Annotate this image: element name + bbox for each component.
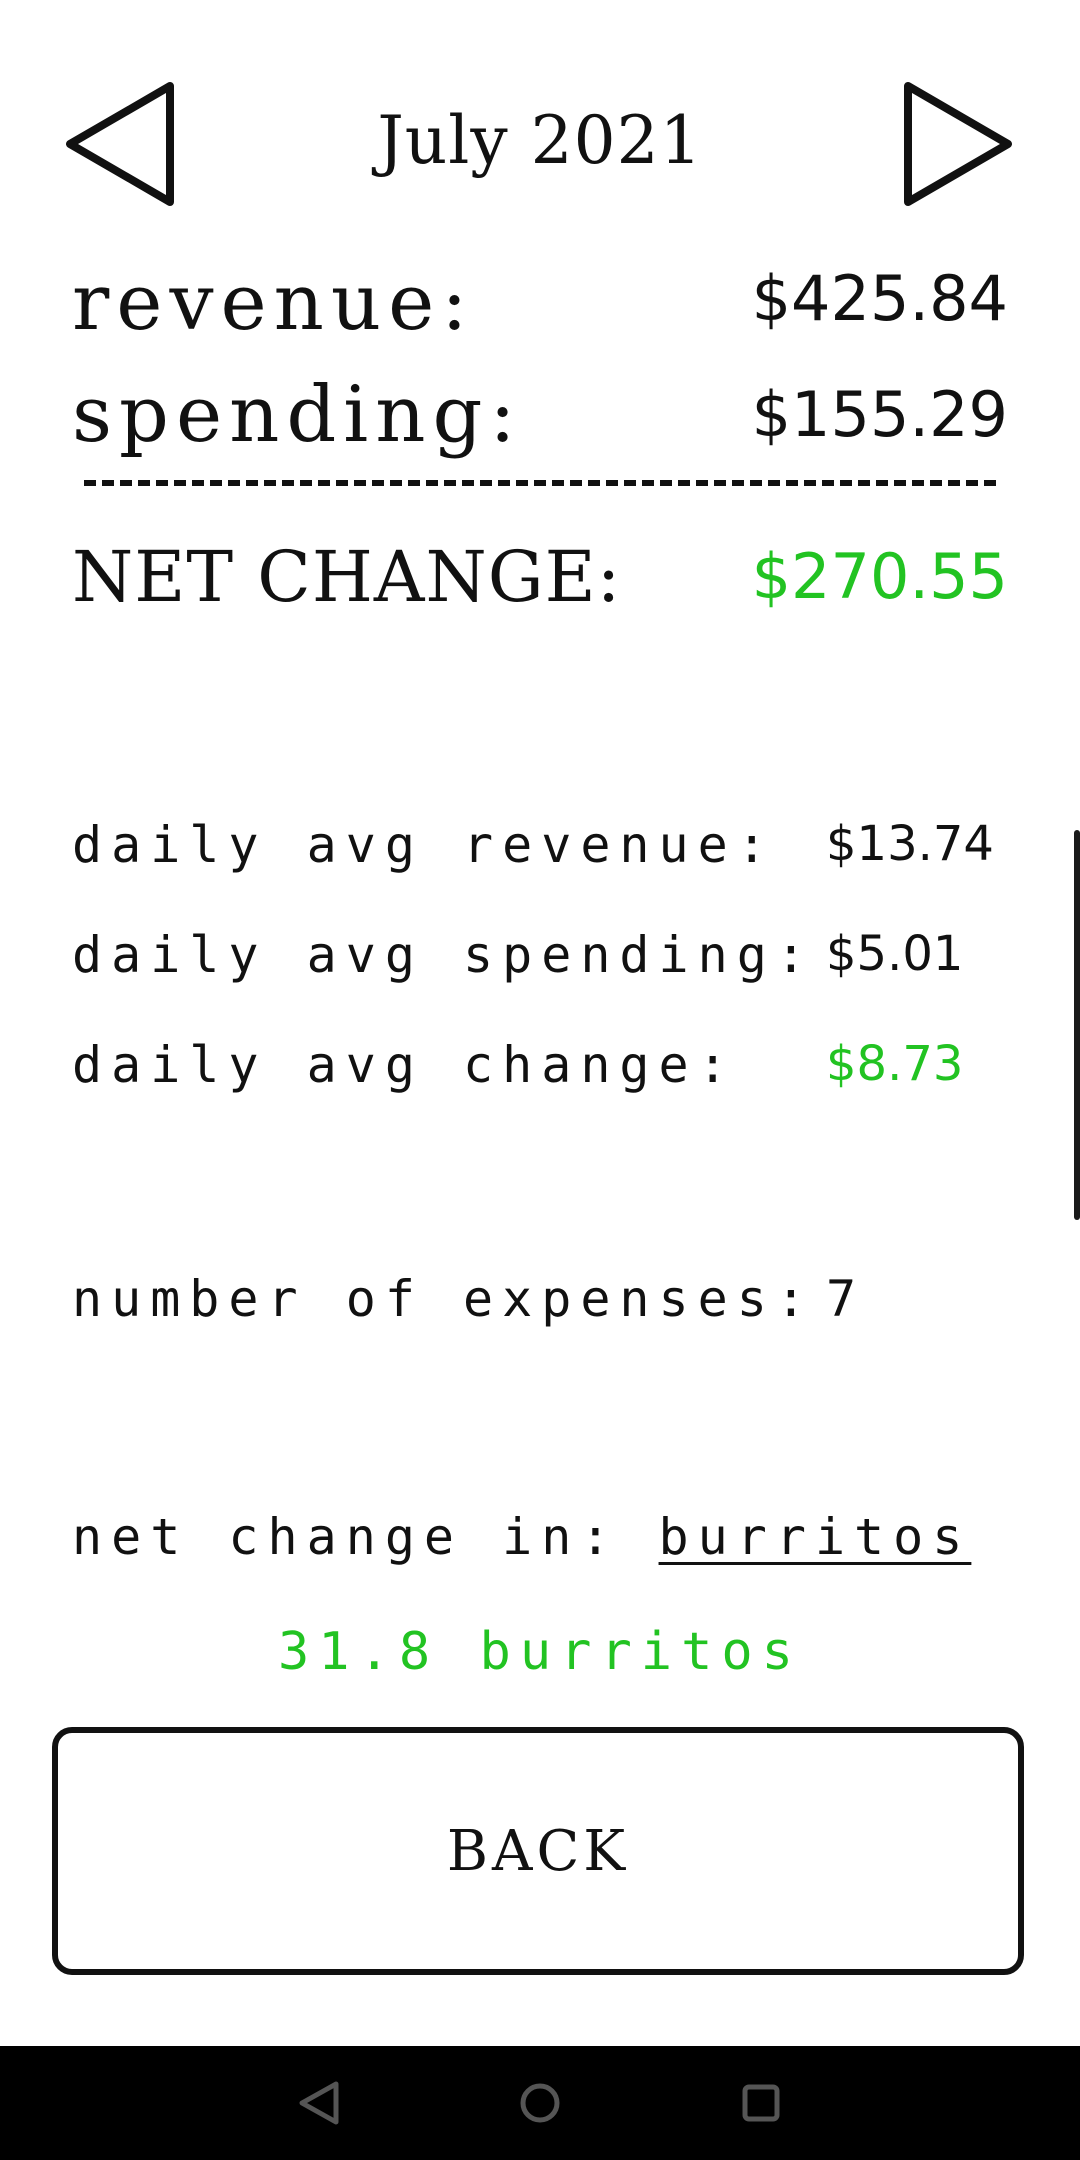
converted-net-change: 31.8 burritos — [278, 1622, 802, 1682]
daily-avg-change-value: $8.73 — [826, 1036, 964, 1092]
spending-label: spending: — [72, 370, 523, 460]
net-change-in-label: net change in: — [72, 1508, 620, 1566]
back-button[interactable]: BACK — [52, 1727, 1024, 1975]
daily-avg-spending-label: daily avg spending: — [72, 926, 815, 984]
spending-row: spending: $155.29 — [72, 370, 1008, 470]
daily-avg-revenue-value: $13.74 — [826, 816, 994, 872]
number-of-expenses-value: 7 — [826, 1270, 857, 1328]
revenue-value: $425.84 — [751, 262, 1008, 335]
back-icon[interactable] — [292, 2076, 346, 2130]
next-month-icon[interactable] — [898, 78, 1018, 212]
month-title: July 2021 — [377, 102, 703, 179]
net-change-in-row: net change in: burritos — [72, 1508, 971, 1566]
recents-icon[interactable] — [734, 2076, 788, 2130]
daily-avg-revenue-label: daily avg revenue: — [72, 816, 776, 874]
spending-value: $155.29 — [751, 378, 1008, 451]
daily-avg-spending-value: $5.01 — [826, 926, 964, 982]
net-change-row: NET CHANGE: $270.55 — [72, 536, 1008, 636]
revenue-label: revenue: — [72, 258, 475, 348]
unit-selector-link[interactable]: burritos — [658, 1508, 972, 1566]
previous-month-icon[interactable] — [62, 78, 182, 212]
system-navigation-bar — [0, 2046, 1080, 2160]
daily-avg-change-label: daily avg change: — [72, 1036, 737, 1094]
home-icon[interactable] — [513, 2076, 567, 2130]
number-of-expenses-label: number of expenses: — [72, 1270, 815, 1328]
net-change-value: $270.55 — [751, 540, 1008, 613]
summary-divider — [84, 480, 996, 486]
revenue-row: revenue: $425.84 — [72, 258, 1008, 358]
scroll-edge-indicator — [1074, 830, 1080, 1220]
net-change-label: NET CHANGE: — [72, 536, 622, 618]
